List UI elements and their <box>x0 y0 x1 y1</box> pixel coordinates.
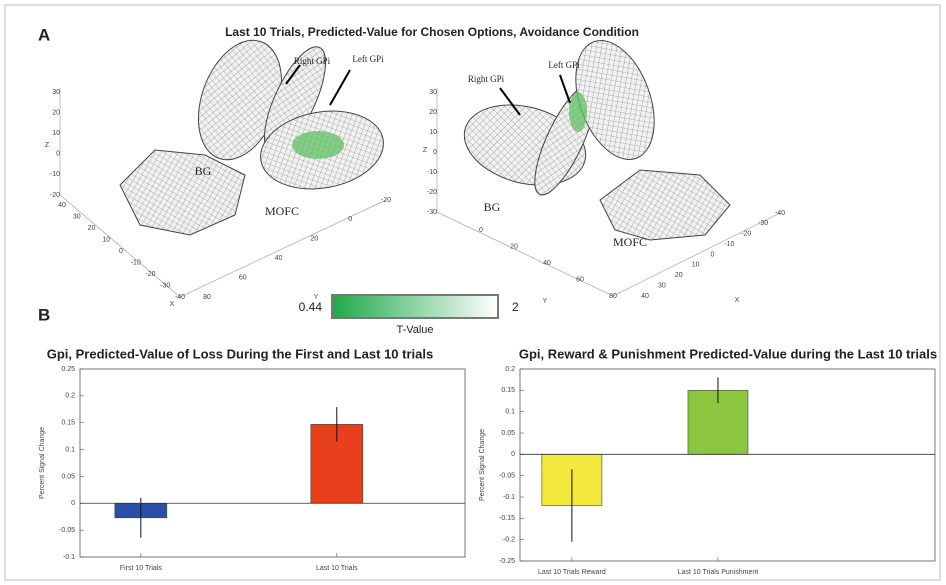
z-tick-label: 0 <box>56 151 60 158</box>
annotation: Left GPi <box>352 54 384 64</box>
annotation: BG <box>484 200 501 214</box>
y-tick-label: 0.05 <box>61 473 75 480</box>
y-tick-label: -0.2 <box>503 537 515 544</box>
x-tick-label: -10 <box>724 241 734 248</box>
x-tick-label: 30 <box>73 213 81 220</box>
colorbar-max: 2 <box>512 300 519 314</box>
z-tick-label: -20 <box>50 192 60 199</box>
z-tick-label: -10 <box>50 171 60 178</box>
x-tick-label: -40 <box>175 294 185 301</box>
y-tick-label: -20 <box>381 197 391 204</box>
y-tick-label: 0.1 <box>65 446 75 453</box>
y-tick-label: 0.15 <box>61 420 75 427</box>
brain-left <box>59 39 387 298</box>
z-tick-label: -30 <box>427 209 437 216</box>
y-tick-label: -0.1 <box>63 554 75 561</box>
y-tick-label: 0.1 <box>505 409 515 416</box>
z-tick-label: 10 <box>429 129 437 136</box>
y-tick-label: 0 <box>511 451 515 458</box>
annotation: MOFC <box>613 235 647 249</box>
x-tick-label: Last 10 Trials Punishment <box>678 569 759 576</box>
x-tick-label: First 10 Trials <box>120 565 163 572</box>
y-tick-label: 0 <box>348 216 352 223</box>
y-axis-label: Percent Signal Change <box>479 429 486 501</box>
y-tick-label: -0.05 <box>59 527 75 534</box>
colorbar-label: T-Value <box>396 324 433 336</box>
y-tick-label: 40 <box>543 260 551 267</box>
y-tick-label: 60 <box>576 276 584 283</box>
x-tick-label: 20 <box>675 272 683 279</box>
x-tick-label: -10 <box>131 259 141 266</box>
annotation: MOFC <box>265 204 299 218</box>
x-tick-label: 10 <box>102 236 110 243</box>
y-tick-label: 60 <box>239 274 247 281</box>
annotation: Right GPi <box>468 74 505 84</box>
panel-label: B <box>38 305 50 324</box>
plot-area <box>79 368 466 558</box>
x-tick-label: Last 10 Trials Reward <box>538 569 606 576</box>
y-axis-label: Y <box>543 298 548 305</box>
y-tick-label: 0.2 <box>505 366 515 373</box>
annotation: Right GPi <box>294 56 331 66</box>
annotation: BG <box>195 164 212 178</box>
y-tick-label: 80 <box>203 294 211 301</box>
y-tick-label: 40 <box>275 255 283 262</box>
x-tick-label: 40 <box>641 293 649 300</box>
chart-title: Gpi, Predicted-Value of Loss During the … <box>47 346 433 361</box>
y-tick-label: 0 <box>479 227 483 234</box>
x-tick-label: 10 <box>692 262 700 269</box>
x-tick-label: -30 <box>160 282 170 289</box>
colorbar <box>331 294 499 319</box>
chart-title: Gpi, Reward & Punishment Predicted-Value… <box>519 346 937 361</box>
x-tick-label: -20 <box>145 271 155 278</box>
frame <box>4 4 941 581</box>
y-tick-label: 80 <box>609 293 617 300</box>
y-tick-label: 20 <box>510 243 518 250</box>
panel-label: A <box>38 25 50 44</box>
z-axis-label: Z <box>45 142 50 149</box>
y-tick-label: -0.05 <box>499 473 515 480</box>
x-tick-label: 20 <box>88 225 96 232</box>
y-tick-label: 0.2 <box>65 393 75 400</box>
y-tick-label: 20 <box>311 236 319 243</box>
y-tick-label: -0.1 <box>503 494 515 501</box>
x-axis-label: X <box>170 301 175 308</box>
x-tick-label: 0 <box>119 248 123 255</box>
y-tick-label: 0.25 <box>61 366 75 373</box>
y-axis-label: Percent Signal Change <box>39 427 46 499</box>
x-tick-label: -40 <box>775 210 785 217</box>
y-tick-label: 0.15 <box>501 387 515 394</box>
z-tick-label: 30 <box>429 89 437 96</box>
panel-title: Last 10 Trials, Predicted-Value for Chos… <box>225 25 639 39</box>
y-tick-label: -0.15 <box>499 515 515 522</box>
x-tick-label: -30 <box>758 220 768 227</box>
brain-right <box>436 40 781 297</box>
colorbar-min: 0.44 <box>299 300 323 314</box>
x-tick-label: Last 10 Trials <box>316 565 358 572</box>
z-axis-label: Z <box>423 147 428 154</box>
y-tick-label: 0.05 <box>501 430 515 437</box>
y-axis-label: Y <box>314 294 319 301</box>
x-tick-label: 30 <box>658 282 666 289</box>
y-tick-label: 0 <box>71 500 75 507</box>
z-tick-label: 10 <box>52 130 60 137</box>
x-tick-label: 40 <box>58 202 66 209</box>
z-tick-label: 0 <box>433 149 437 156</box>
z-tick-label: -10 <box>427 169 437 176</box>
z-tick-label: 20 <box>429 109 437 116</box>
z-tick-label: -20 <box>427 189 437 196</box>
y-tick-label: -0.25 <box>499 558 515 565</box>
x-tick-label: 0 <box>711 251 715 258</box>
annotation: Left GPi <box>548 60 580 70</box>
x-axis-label: X <box>735 297 740 304</box>
x-tick-label: -20 <box>741 231 751 238</box>
z-tick-label: 30 <box>52 89 60 96</box>
z-tick-label: 20 <box>52 109 60 116</box>
